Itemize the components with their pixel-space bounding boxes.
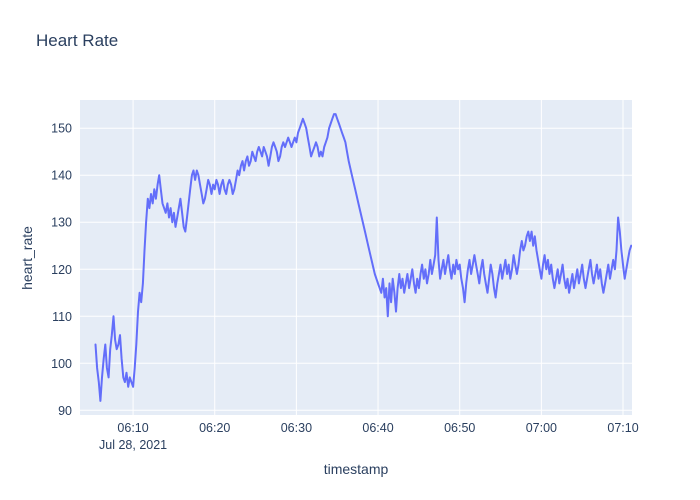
heart-rate-line — [94, 113, 632, 402]
x-tick-label: 06:50 — [444, 421, 475, 435]
y-tick-label: 140 — [51, 169, 72, 183]
x-tick-label: 06:20 — [199, 421, 230, 435]
x-tick-label: 06:10 — [117, 421, 148, 435]
y-tick-label: 100 — [51, 357, 72, 371]
x-tick-label: 06:30 — [281, 421, 312, 435]
plot-background — [80, 100, 632, 415]
y-tick-label: 110 — [52, 310, 72, 324]
x-tick-label: 07:10 — [607, 421, 638, 435]
x-tick-label: 07:00 — [526, 421, 557, 435]
y-tick-label: 90 — [58, 404, 72, 418]
y-axis-title: heart_rate — [19, 226, 35, 290]
x-axis-title: timestamp — [323, 461, 389, 477]
x-axis-date-label: Jul 28, 2021 — [99, 438, 167, 452]
chart-title: Heart Rate — [36, 31, 119, 50]
x-tick-label: 06:40 — [362, 421, 393, 435]
y-tick-label: 130 — [51, 216, 72, 230]
y-tick-label: 150 — [51, 122, 72, 136]
y-tick-label: 120 — [51, 263, 72, 277]
